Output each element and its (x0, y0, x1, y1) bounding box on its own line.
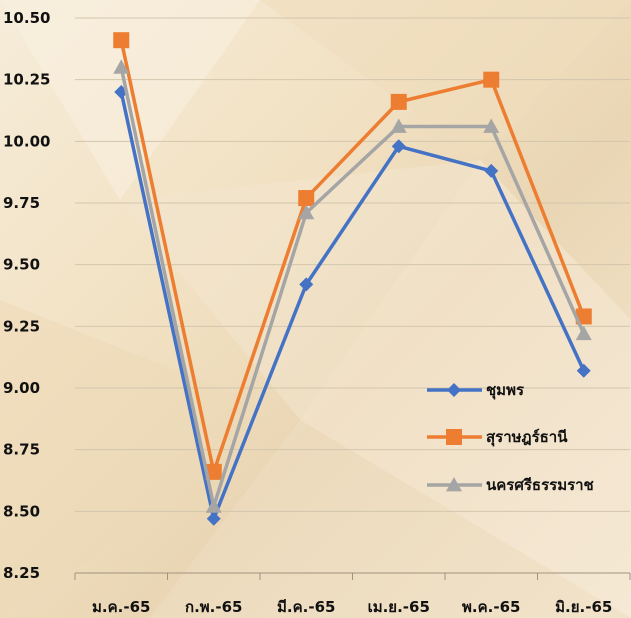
data-point (205, 498, 222, 513)
data-point (113, 32, 130, 49)
y-tick-label: 8.25 (3, 564, 40, 582)
axes: 10.50 10.25 10.00 9.75 9.50 9.25 9.00 8.75 8.50 8… (3, 9, 631, 616)
legend-swatch-marker (446, 477, 462, 492)
data-point (298, 204, 315, 220)
legend-swatch-marker (446, 429, 462, 445)
data-point (575, 325, 592, 341)
data-point (205, 463, 222, 480)
series-line (119, 39, 586, 474)
legend-swatch-marker (447, 383, 461, 397)
legend-label: ชุมพร (486, 381, 525, 400)
data-point (484, 163, 499, 178)
data-point (575, 308, 592, 325)
x-tick-label: เม.ย.-65 (368, 598, 430, 616)
x-tick-label: มิ.ย.-65 (555, 598, 612, 616)
series-line (119, 91, 586, 521)
gridlines (75, 17, 630, 574)
y-tick-label: 10.25 (3, 71, 50, 89)
y-tick-label: 9.00 (3, 379, 40, 397)
background-facet (0, 0, 260, 200)
data-point (390, 118, 407, 133)
y-tick-label: 10.50 (3, 9, 50, 27)
y-tick-label: 10.00 (3, 132, 50, 150)
data-point (483, 71, 500, 88)
data-point (299, 277, 314, 292)
x-tick-label: พ.ค.-65 (462, 598, 520, 616)
series-1 (114, 85, 591, 526)
series-3 (113, 59, 592, 513)
legend-item: สุราษฎร์ธานี (427, 428, 568, 447)
series-layer (113, 32, 592, 526)
x-tick-label: ก.พ.-65 (185, 598, 242, 616)
data-point (390, 93, 407, 110)
series-line (119, 66, 586, 509)
x-tick-label: มี.ค.-65 (277, 598, 335, 616)
series-2 (113, 32, 592, 480)
legend-label: สุราษฎร์ธานี (486, 428, 568, 447)
data-point (391, 139, 406, 154)
y-tick-label: 8.50 (3, 502, 40, 520)
data-point (113, 59, 130, 74)
y-tick-label: 8.75 (3, 441, 40, 459)
data-point (483, 118, 500, 133)
x-tick-label: ม.ค.-65 (92, 598, 150, 616)
legend-item: นครศรีธรรมราช (427, 476, 594, 494)
background-facet (0, 300, 300, 618)
legend-label: นครศรีธรรมราช (486, 476, 594, 494)
data-point (206, 511, 221, 526)
y-tick-label: 9.50 (3, 256, 40, 274)
background-facet (150, 420, 631, 618)
y-tick-label: 9.25 (3, 317, 40, 335)
y-tick-label: 9.75 (3, 194, 40, 212)
background-facet (120, 160, 480, 420)
data-point (298, 190, 315, 207)
data-point (576, 363, 591, 378)
legend-item: ชุมพร (427, 381, 525, 400)
